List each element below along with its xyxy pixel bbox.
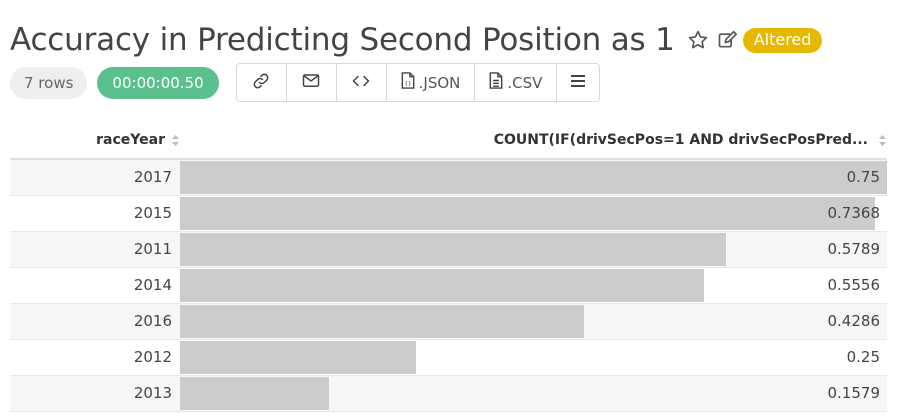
title-row: Accuracy in Predicting Second Position a…: [10, 20, 823, 60]
count-value: 0.7368: [827, 204, 881, 222]
value-bar: [180, 233, 726, 266]
hamburger-menu-icon: [570, 74, 586, 92]
table-row: 2014 0.5556: [10, 268, 887, 304]
sort-icon: [878, 134, 887, 147]
race-year-cell: 2016: [133, 312, 172, 330]
value-bar: [180, 161, 887, 194]
export-csv-label: .CSV: [507, 73, 543, 92]
column-header-raceyear[interactable]: raceYear: [10, 122, 180, 158]
column-header-label: raceYear: [96, 132, 165, 148]
race-year-cell: 2012: [133, 348, 172, 366]
copy-link-button[interactable]: [237, 64, 286, 101]
code-icon: [352, 74, 370, 92]
table-body: 2017 0.75 2015 0.7368 2011 0.5789 2014 0.5556 20…: [10, 160, 887, 412]
count-value: 0.75: [846, 168, 880, 186]
table-row: 2013 0.1579: [10, 376, 887, 412]
race-year-cell: 2015: [133, 204, 172, 222]
race-year-cell: 2014: [133, 276, 172, 294]
count-value: 0.25: [846, 348, 880, 366]
more-menu-button[interactable]: [556, 64, 599, 101]
count-cell: 0.7368: [180, 196, 887, 231]
export-json-button[interactable]: {} .JSON: [385, 64, 475, 101]
table-row: 2011 0.5789: [10, 232, 887, 268]
table-row: 2017 0.75: [10, 160, 887, 196]
count-cell: 0.4286: [180, 304, 887, 339]
export-csv-button[interactable]: .CSV: [474, 64, 556, 101]
value-bar: [180, 197, 875, 230]
value-bar: [180, 341, 416, 374]
race-year-cell: 2011: [133, 240, 172, 258]
sort-icon: [171, 134, 180, 147]
count-cell: 0.25: [180, 340, 887, 375]
meta-row: 7 rows 00:00:00.50 {} .JSON: [10, 63, 601, 102]
export-toolbar: {} .JSON .CSV: [235, 63, 601, 102]
column-header-label: COUNT(IF(drivSecPos=1 AND drivSecPosPred…: [493, 132, 868, 148]
duration-badge: 00:00:00.50: [97, 66, 219, 99]
column-header-count[interactable]: COUNT(IF(drivSecPos=1 AND drivSecPosPred…: [207, 122, 887, 158]
count-value: 0.5556: [827, 276, 881, 294]
count-cell: 0.75: [180, 160, 887, 195]
embed-code-button[interactable]: [335, 64, 386, 101]
svg-text:{}: {}: [404, 81, 411, 87]
count-value: 0.4286: [827, 312, 881, 330]
table-header: raceYear COUNT(IF(drivSecPos=1 AND drivS…: [10, 122, 887, 160]
row-count-badge: 7 rows: [10, 66, 88, 99]
count-cell: 0.1579: [180, 376, 887, 411]
status-badge: Altered: [742, 27, 823, 53]
table-row: 2015 0.7368: [10, 196, 887, 232]
page-title: Accuracy in Predicting Second Position a…: [10, 22, 675, 58]
race-year-cell: 2013: [133, 384, 172, 402]
mail-icon: [302, 73, 320, 93]
count-value: 0.1579: [827, 384, 881, 402]
csv-file-icon: [489, 72, 503, 93]
count-value: 0.5789: [827, 240, 881, 258]
email-button[interactable]: [285, 64, 336, 101]
star-icon[interactable]: [687, 29, 709, 51]
json-file-icon: {}: [401, 72, 415, 93]
edit-icon[interactable]: [717, 30, 737, 50]
results-table: raceYear COUNT(IF(drivSecPos=1 AND drivS…: [10, 122, 887, 412]
export-json-label: .JSON: [418, 73, 461, 92]
value-bar: [180, 269, 704, 302]
value-bar: [180, 377, 329, 410]
link-icon: [252, 72, 270, 94]
count-cell: 0.5556: [180, 268, 887, 303]
table-row: 2016 0.4286: [10, 304, 887, 340]
table-row: 2012 0.25: [10, 340, 887, 376]
race-year-cell: 2017: [133, 168, 172, 186]
count-cell: 0.5789: [180, 232, 887, 267]
value-bar: [180, 305, 585, 338]
